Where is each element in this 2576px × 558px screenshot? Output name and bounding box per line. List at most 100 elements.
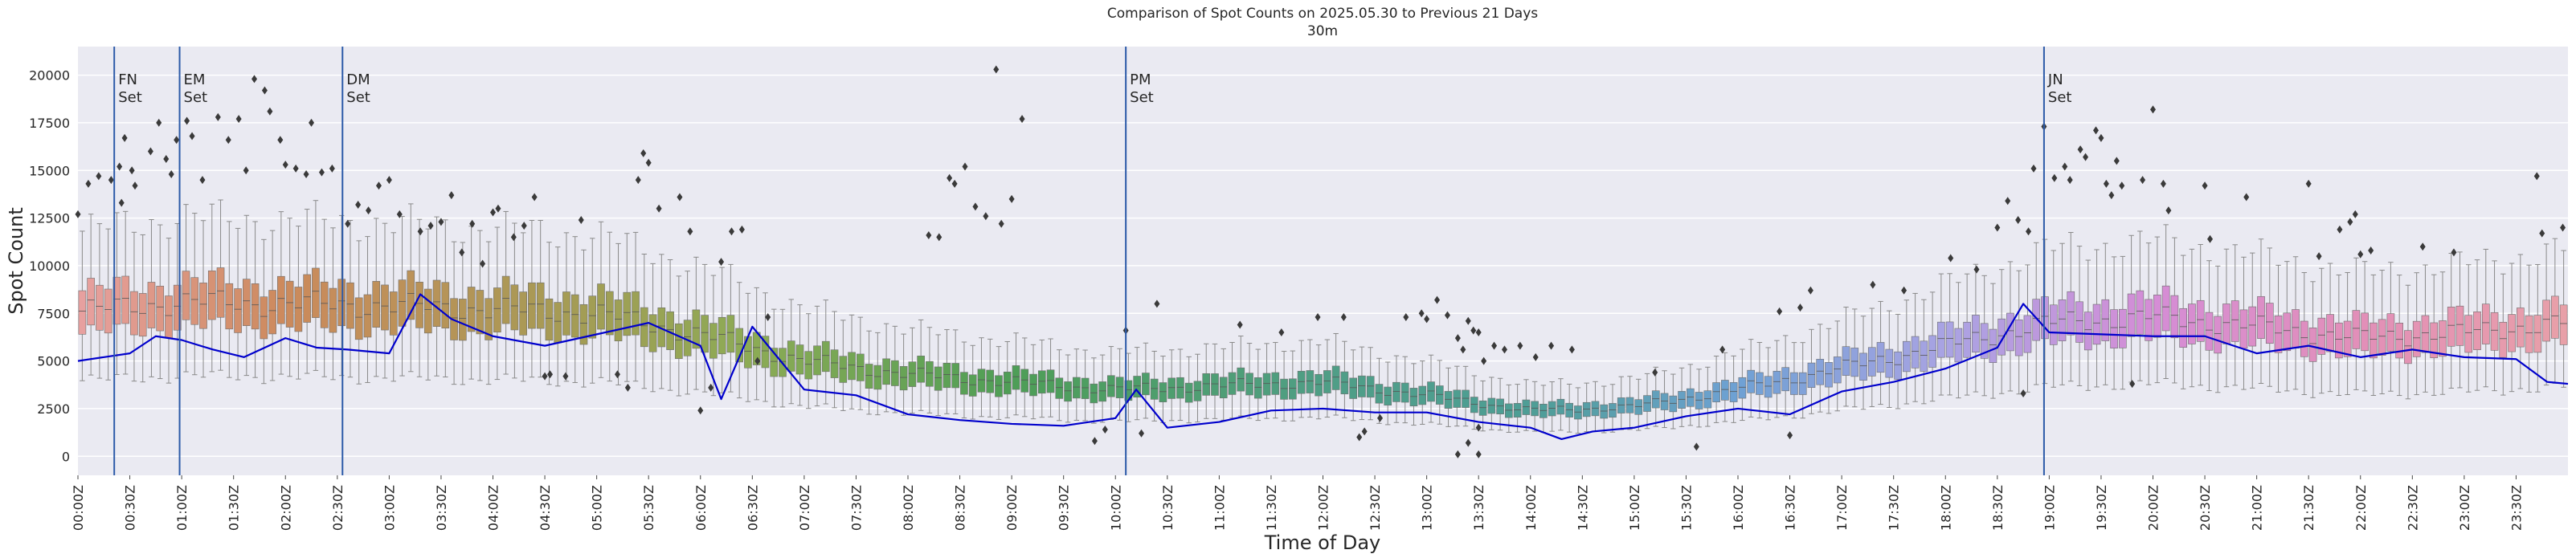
box-255 bbox=[2283, 261, 2292, 392]
box-body bbox=[96, 284, 104, 331]
box-159 bbox=[1453, 365, 1462, 427]
box-body bbox=[1548, 401, 1556, 417]
outlier-point bbox=[1475, 328, 1482, 336]
box-body bbox=[277, 275, 285, 324]
box-98 bbox=[926, 327, 934, 413]
box-284 bbox=[2533, 264, 2542, 393]
box-252 bbox=[2257, 238, 2265, 385]
box-body bbox=[648, 314, 657, 352]
box-196 bbox=[1773, 340, 1781, 418]
outlier-point bbox=[998, 219, 1004, 228]
y-axis-ticks: 0 2500 5000 7500 10000 12500 15000 17500 20000 bbox=[29, 68, 70, 465]
box-body bbox=[2464, 315, 2473, 353]
box-body bbox=[2161, 285, 2170, 332]
box-259 bbox=[2317, 267, 2326, 394]
box-133 bbox=[1228, 342, 1237, 419]
box-254 bbox=[2274, 264, 2283, 393]
outlier-point bbox=[189, 132, 195, 141]
box-body bbox=[1496, 398, 1504, 414]
outlier-point bbox=[2020, 389, 2026, 397]
x-tick-label: 04:00Z bbox=[486, 485, 501, 531]
box-body bbox=[2352, 310, 2361, 349]
box-160 bbox=[1462, 365, 1470, 427]
box-body bbox=[2499, 321, 2508, 358]
box-body bbox=[899, 366, 908, 391]
box-body bbox=[225, 283, 234, 330]
box-168 bbox=[1531, 381, 1539, 432]
outlier-point bbox=[2108, 191, 2115, 200]
box-body bbox=[1669, 395, 1678, 413]
box-240 bbox=[2153, 236, 2161, 384]
outlier-point bbox=[225, 136, 231, 145]
box-body bbox=[848, 352, 856, 381]
box-body bbox=[156, 285, 165, 332]
box-body bbox=[2179, 308, 2187, 348]
x-tick-label: 11:00Z bbox=[1212, 485, 1227, 531]
x-tick-label: 23:30Z bbox=[2509, 485, 2524, 531]
box-body bbox=[1790, 372, 1798, 395]
box-body bbox=[2092, 303, 2101, 345]
box-234 bbox=[2101, 242, 2110, 385]
outlier-point bbox=[132, 181, 138, 190]
outlier-point bbox=[2113, 157, 2120, 165]
outlier-point bbox=[2083, 153, 2089, 161]
box-146 bbox=[1340, 340, 1349, 418]
box-body bbox=[2533, 315, 2542, 353]
box-248 bbox=[2222, 248, 2230, 388]
x-tick-label: 17:30Z bbox=[1887, 485, 1902, 531]
outlier-point bbox=[1377, 413, 1384, 422]
box-149 bbox=[1366, 347, 1375, 421]
box-144 bbox=[1323, 339, 1331, 418]
outlier-point bbox=[199, 176, 206, 185]
box-67 bbox=[657, 254, 666, 389]
box-body bbox=[329, 287, 337, 333]
box-body bbox=[1816, 359, 1825, 385]
box-114 bbox=[1064, 354, 1072, 423]
box-body bbox=[675, 323, 683, 359]
box-58 bbox=[579, 249, 588, 388]
box-212 bbox=[1911, 292, 1920, 402]
box-body bbox=[2335, 322, 2343, 359]
box-body bbox=[1462, 389, 1470, 408]
box-194 bbox=[1756, 341, 1764, 419]
box-body bbox=[1885, 348, 1894, 378]
box-body bbox=[839, 356, 848, 383]
box-183 bbox=[1660, 370, 1669, 429]
box-104 bbox=[977, 337, 986, 417]
box-body bbox=[1600, 404, 1609, 419]
box-169 bbox=[1539, 385, 1548, 434]
box-body bbox=[415, 281, 423, 328]
outlier-point bbox=[2352, 210, 2358, 218]
box-268 bbox=[2395, 275, 2403, 397]
box-body bbox=[917, 356, 925, 383]
outlier-point bbox=[1454, 334, 1461, 343]
box-64 bbox=[632, 231, 640, 382]
box-body bbox=[372, 281, 381, 328]
box-264 bbox=[2361, 261, 2369, 392]
box-275 bbox=[2455, 251, 2464, 389]
x-tick-label: 13:30Z bbox=[1471, 485, 1486, 531]
box-263 bbox=[2352, 257, 2361, 390]
box-body bbox=[623, 291, 632, 336]
box-143 bbox=[1315, 344, 1323, 420]
box-body bbox=[977, 369, 986, 393]
outlier-point bbox=[2067, 176, 2073, 185]
box-206 bbox=[1859, 316, 1867, 410]
outlier-point bbox=[2347, 218, 2353, 226]
outlier-point bbox=[738, 225, 745, 234]
box-body bbox=[1531, 401, 1539, 417]
box-277 bbox=[2473, 259, 2481, 391]
outlier-point bbox=[1948, 254, 1954, 263]
outlier-point bbox=[1994, 223, 2001, 232]
x-tick-label: 18:00Z bbox=[1938, 485, 1953, 531]
box-body bbox=[1107, 375, 1115, 397]
box-22 bbox=[268, 230, 276, 381]
outlier-point bbox=[345, 219, 351, 228]
outlier-point bbox=[2030, 164, 2037, 173]
outlier-point bbox=[309, 118, 315, 127]
box-87 bbox=[830, 311, 839, 409]
box-body bbox=[467, 287, 476, 332]
box-94 bbox=[891, 325, 899, 413]
outlier-point bbox=[521, 222, 527, 230]
box-195 bbox=[1764, 347, 1773, 421]
